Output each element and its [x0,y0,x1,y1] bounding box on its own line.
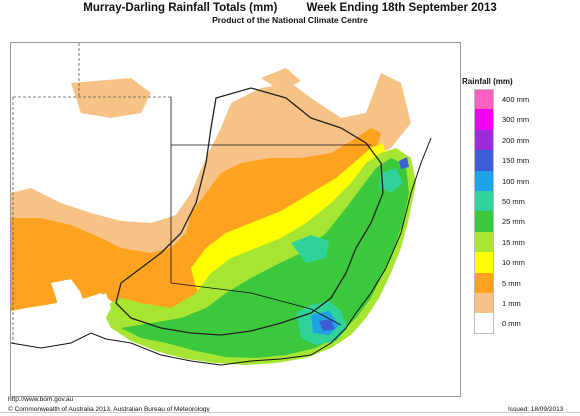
issued-date: Issued: 18/09/2013 [508,406,564,413]
rainfall-map-svg [11,43,460,396]
rain-zone-50mm-central [291,235,329,263]
legend-label: 5 mm [502,278,521,288]
legend-label: 0 mm [502,319,521,329]
bottom-rule [0,412,580,413]
legend-label: 100 mm [502,176,530,186]
rain-zone-150mm [319,319,335,331]
legend-swatch [474,293,494,314]
legend-label: 150 mm [502,156,530,166]
legend-swatch [474,272,494,293]
legend-swatch [474,170,494,191]
legend-swatch [474,211,494,232]
legend-label: 50 mm [502,197,525,206]
rain-zone-5mm [11,128,381,318]
rain-zone-1mm-north [71,78,151,118]
legend-swatch [474,191,494,212]
legend-swatch [474,109,494,130]
legend-label: 1 mm [502,299,521,308]
rain-zone-50mm-coast [379,168,403,193]
source-url: http://www.bom.gov.au [8,396,74,403]
legend-swatch [474,89,494,110]
rain-zone-150mm-coast [399,157,409,169]
state-border-nsw-vic [170,282,342,326]
title-right: Week Ending 18th September 2013 [306,2,497,14]
copyright-text: © Commonwealth of Australia 2013, Austra… [8,406,210,413]
legend-label: 400 mm [502,95,530,104]
rain-zone-1mm-northeast [261,68,301,91]
coastline [11,137,432,366]
legend-swatch [474,231,494,253]
legend-swatch [474,129,494,151]
legend-label: 25 mm [502,217,525,227]
map-title: Murray-Darling Rainfall Totals (mm) Week… [0,2,580,14]
legend-label: 200 mm [502,135,530,145]
legend-label: 10 mm [502,258,525,268]
gulf-st-vincent [96,293,111,323]
rainfall-map [10,42,461,397]
legend-swatch [474,150,494,171]
legend-label: 15 mm [502,237,525,247]
legend-title: Rainfall (mm) [462,77,513,86]
map-subtitle: Product of the National Climate Centre [212,15,368,25]
spencer-gulf [51,279,86,325]
legend-swatch [474,313,494,334]
legend-label: 300 mm [502,115,530,125]
title-left: Murray-Darling Rainfall Totals (mm) [83,2,278,14]
basin-boundary [115,87,384,336]
legend-swatch [474,252,494,273]
